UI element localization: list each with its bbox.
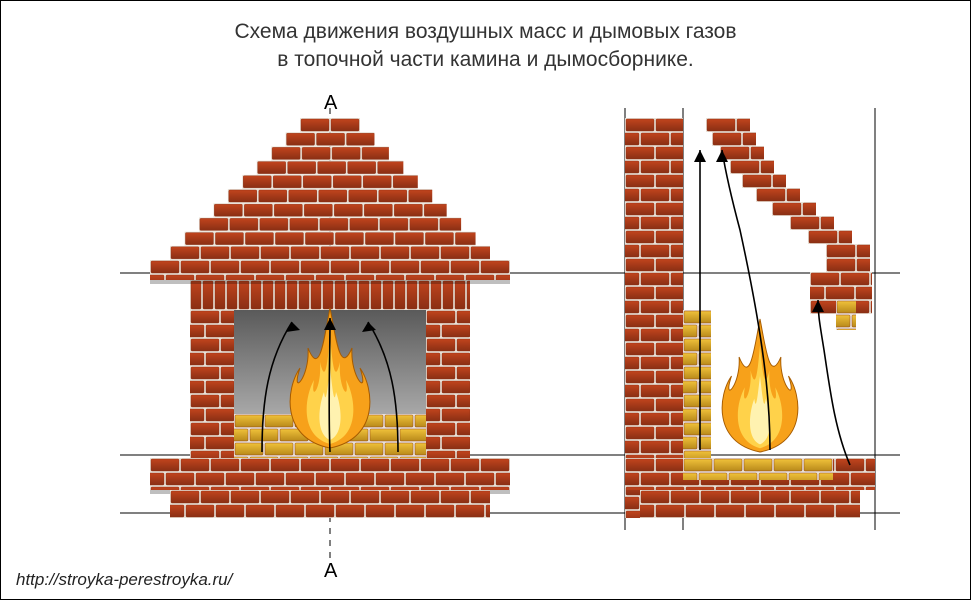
front-elevation bbox=[136, 118, 554, 518]
diagram-stage bbox=[0, 0, 971, 600]
side-section bbox=[611, 118, 929, 523]
